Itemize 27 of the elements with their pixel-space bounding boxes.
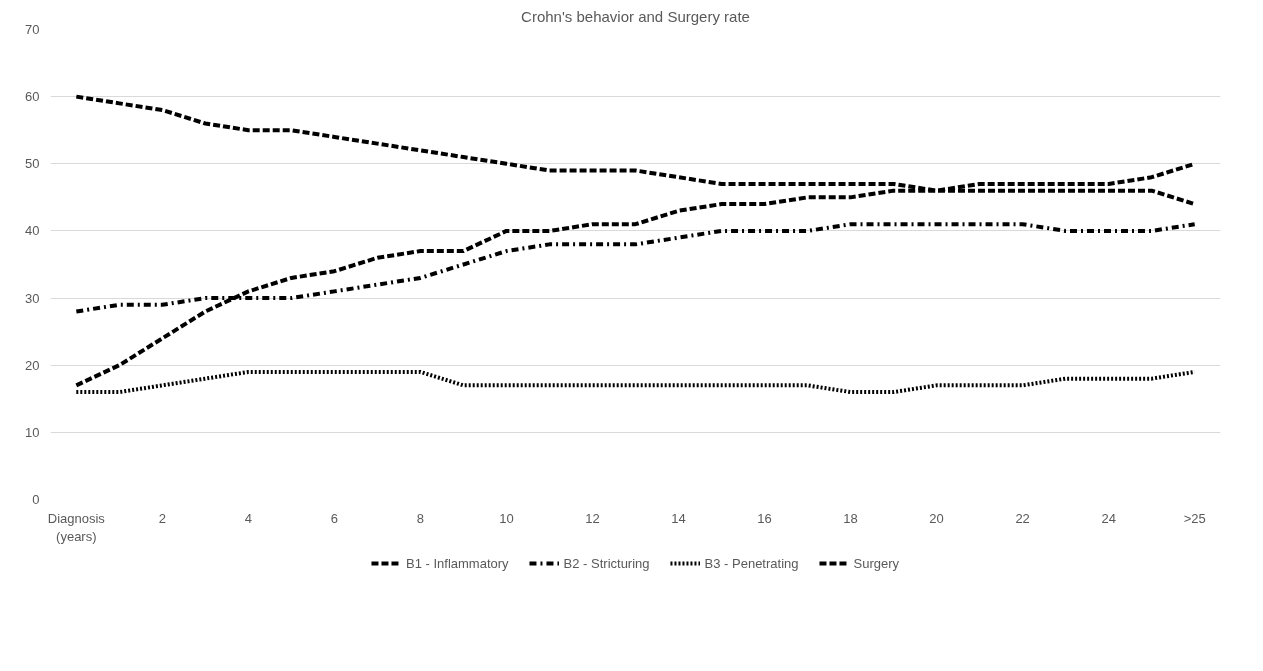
legend-label: B3 - Penetrating <box>704 555 799 571</box>
x-tick-label: 18 <box>843 510 858 526</box>
x-tick-label: 20 <box>929 510 944 526</box>
y-tick-label: 60 <box>25 89 40 105</box>
x-tick-label: 4 <box>244 510 252 526</box>
x-tick-label: >25 <box>1183 510 1206 526</box>
x-tick-label: 22 <box>1015 510 1030 526</box>
y-tick-label: 0 <box>32 492 40 507</box>
legend-label: B2 - Stricturing <box>563 555 650 571</box>
x-tick-label: 10 <box>499 510 514 526</box>
y-tick-label: 70 <box>25 22 40 37</box>
chart-title: Crohn's behavior and Surgery rate <box>521 7 750 25</box>
y-tick-label: 20 <box>25 357 40 373</box>
x-tick-label: 6 <box>330 510 339 526</box>
y-tick-label: 10 <box>25 424 40 440</box>
x-tick-label: 14 <box>671 510 686 526</box>
y-tick-label: 30 <box>25 290 40 306</box>
y-tick-label: 40 <box>25 223 40 239</box>
x-tick-label: 12 <box>585 510 600 526</box>
y-tick-label: 50 <box>25 156 40 172</box>
x-tick-label: 16 <box>757 510 772 526</box>
x-tick-label: Diagnosis (years) <box>47 510 106 544</box>
legend-label: B1 - Inflammatory <box>405 555 509 571</box>
legend-label: Surgery <box>853 555 900 571</box>
x-tick-label: 24 <box>1101 510 1116 526</box>
x-tick-label: 8 <box>416 510 425 526</box>
x-tick-label: 2 <box>158 510 166 526</box>
